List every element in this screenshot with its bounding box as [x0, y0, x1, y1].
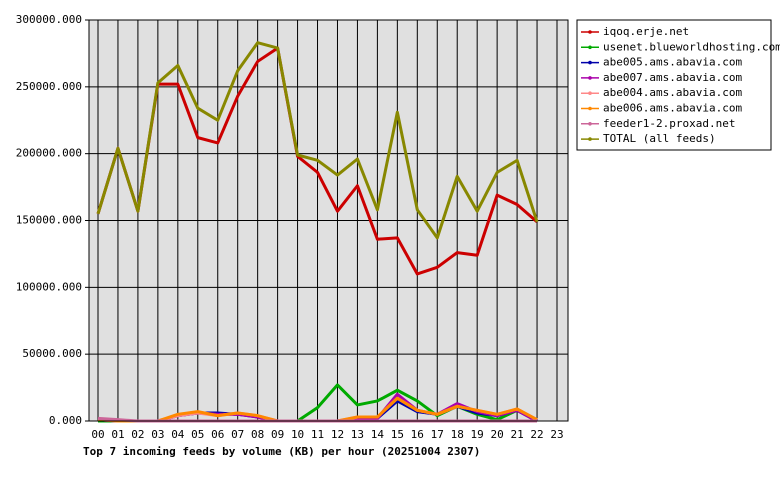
x-tick-label: 21 [510, 428, 523, 441]
x-tick-label: 13 [351, 428, 364, 441]
x-tick-label: 15 [391, 428, 404, 441]
y-tick-label: 200000.000 [16, 147, 82, 160]
legend-label: abe005.ams.abavia.com [603, 56, 742, 69]
x-tick-label: 01 [111, 428, 124, 441]
legend-label: abe007.ams.abavia.com [603, 71, 742, 84]
x-tick-label: 17 [431, 428, 444, 441]
x-tick-label: 08 [251, 428, 264, 441]
legend-label: abe004.ams.abavia.com [603, 86, 742, 99]
x-tick-label: 02 [131, 428, 144, 441]
legend-label: TOTAL (all feeds) [603, 132, 716, 145]
x-tick-label: 11 [311, 428, 324, 441]
x-tick-label: 14 [371, 428, 385, 441]
series-line [96, 41, 539, 240]
legend-marker [588, 76, 592, 80]
x-tick-label: 03 [151, 428, 164, 441]
x-tick-label: 18 [451, 428, 464, 441]
x-tick-label: 06 [211, 428, 224, 441]
y-tick-label: 0.000 [49, 414, 82, 427]
x-tick-label: 05 [191, 428, 204, 441]
legend-label: usenet.blueworldhosting.com [603, 40, 780, 53]
legend-label: feeder1-2.proxad.net [603, 117, 735, 130]
chart-title: Top 7 incoming feeds by volume (KB) per … [83, 445, 480, 458]
x-tick-label: 23 [550, 428, 563, 441]
y-tick-label: 300000.000 [16, 13, 82, 26]
x-tick-label: 07 [231, 428, 244, 441]
series-line [96, 46, 539, 276]
x-tick-label: 10 [291, 428, 304, 441]
x-tick-label: 20 [491, 428, 504, 441]
legend-label: abe006.ams.abavia.com [603, 102, 742, 115]
x-tick-label: 12 [331, 428, 344, 441]
legend-marker [588, 30, 592, 34]
legend-box [576, 19, 772, 151]
x-tick-label: 00 [91, 428, 104, 441]
x-tick-label: 09 [271, 428, 284, 441]
y-tick-label: 150000.000 [16, 214, 82, 227]
legend-marker [588, 91, 592, 95]
legend-marker [588, 137, 592, 141]
legend-marker [588, 122, 592, 126]
x-tick-label: 16 [411, 428, 424, 441]
y-tick-label: 100000.000 [16, 280, 82, 293]
x-tick-label: 19 [471, 428, 484, 441]
y-tick-label: 50000.000 [22, 347, 82, 360]
legend-marker [588, 106, 592, 111]
y-tick-label: 250000.000 [16, 80, 82, 93]
x-tick-label: 22 [530, 428, 543, 441]
legend-marker [588, 60, 592, 65]
x-tick-label: 04 [171, 428, 185, 441]
legend-marker [588, 45, 592, 50]
plot-frame [88, 19, 569, 422]
legend-label: iqoq.erje.net [603, 25, 689, 38]
